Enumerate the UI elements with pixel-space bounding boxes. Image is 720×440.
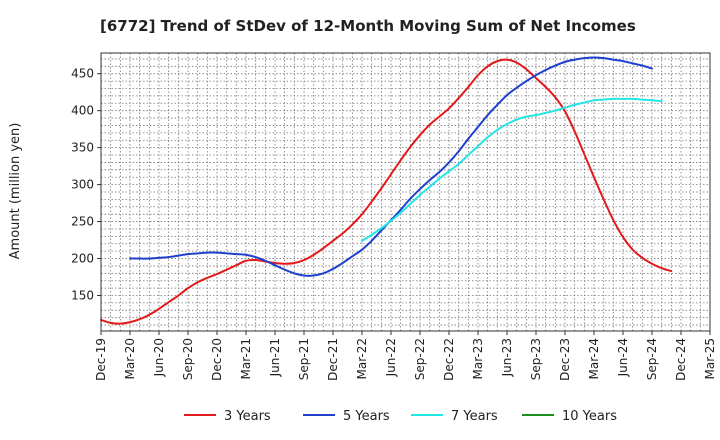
- legend: 3 Years 5 Years 7 Years 10 Years: [184, 409, 617, 424]
- x-tick-label: Dec-23: [558, 338, 572, 381]
- x-tick-label: Mar-25: [703, 338, 717, 379]
- y-tick-label: 300: [71, 178, 94, 192]
- legend-label: 10 Years: [562, 409, 617, 424]
- y-tick-label: 250: [71, 215, 94, 229]
- x-tick-label: Jun-23: [500, 338, 514, 377]
- x-tick-label: Mar-24: [587, 338, 601, 379]
- x-tick-label: Jun-20: [152, 338, 166, 377]
- x-tick-label: Mar-21: [239, 338, 253, 379]
- x-tick-label: Jun-22: [384, 338, 398, 377]
- plot-series: [100, 56, 673, 325]
- y-tick-label: 450: [71, 67, 94, 81]
- x-tick-label: Jun-21: [268, 338, 282, 377]
- chart-title: [6772] Trend of StDev of 12-Month Moving…: [100, 17, 636, 35]
- y-tick-label: 200: [71, 252, 94, 266]
- axes: 150 200 250 300 350 400 450 Dec-19 Mar-20 Jun-20 S…: [71, 67, 717, 381]
- legend-label: 5 Years: [343, 409, 390, 424]
- y-tick-label: 350: [71, 141, 94, 155]
- x-tick-label: Sep-21: [297, 338, 311, 380]
- x-tick-label: Sep-23: [529, 338, 543, 380]
- legend-label: 3 Years: [224, 409, 271, 424]
- y-tick-label: 400: [71, 104, 94, 118]
- x-tick-label: Dec-21: [326, 338, 340, 381]
- x-tick-label: Jun-24: [616, 338, 630, 377]
- series-line-1: [100, 58, 673, 325]
- y-axis-label: Amount (million yen): [8, 123, 23, 260]
- x-tick-label: Dec-24: [674, 338, 688, 381]
- x-tick-label: Mar-20: [123, 338, 137, 379]
- x-tick-label: Mar-23: [471, 338, 485, 379]
- series-line-3: [361, 97, 663, 242]
- x-tick-label: Dec-19: [94, 338, 108, 381]
- grid: [101, 53, 710, 331]
- x-tick-label: Mar-22: [355, 338, 369, 379]
- x-tick-label: Dec-20: [210, 338, 224, 381]
- legend-label: 7 Years: [451, 409, 498, 424]
- x-tick-label: Dec-22: [442, 338, 456, 381]
- x-tick-label: Sep-22: [413, 338, 427, 380]
- plot-frame: [100, 52, 711, 332]
- x-tick-label: Sep-20: [181, 338, 195, 380]
- y-tick-label: 150: [71, 289, 94, 303]
- x-tick-label: Sep-24: [645, 338, 659, 380]
